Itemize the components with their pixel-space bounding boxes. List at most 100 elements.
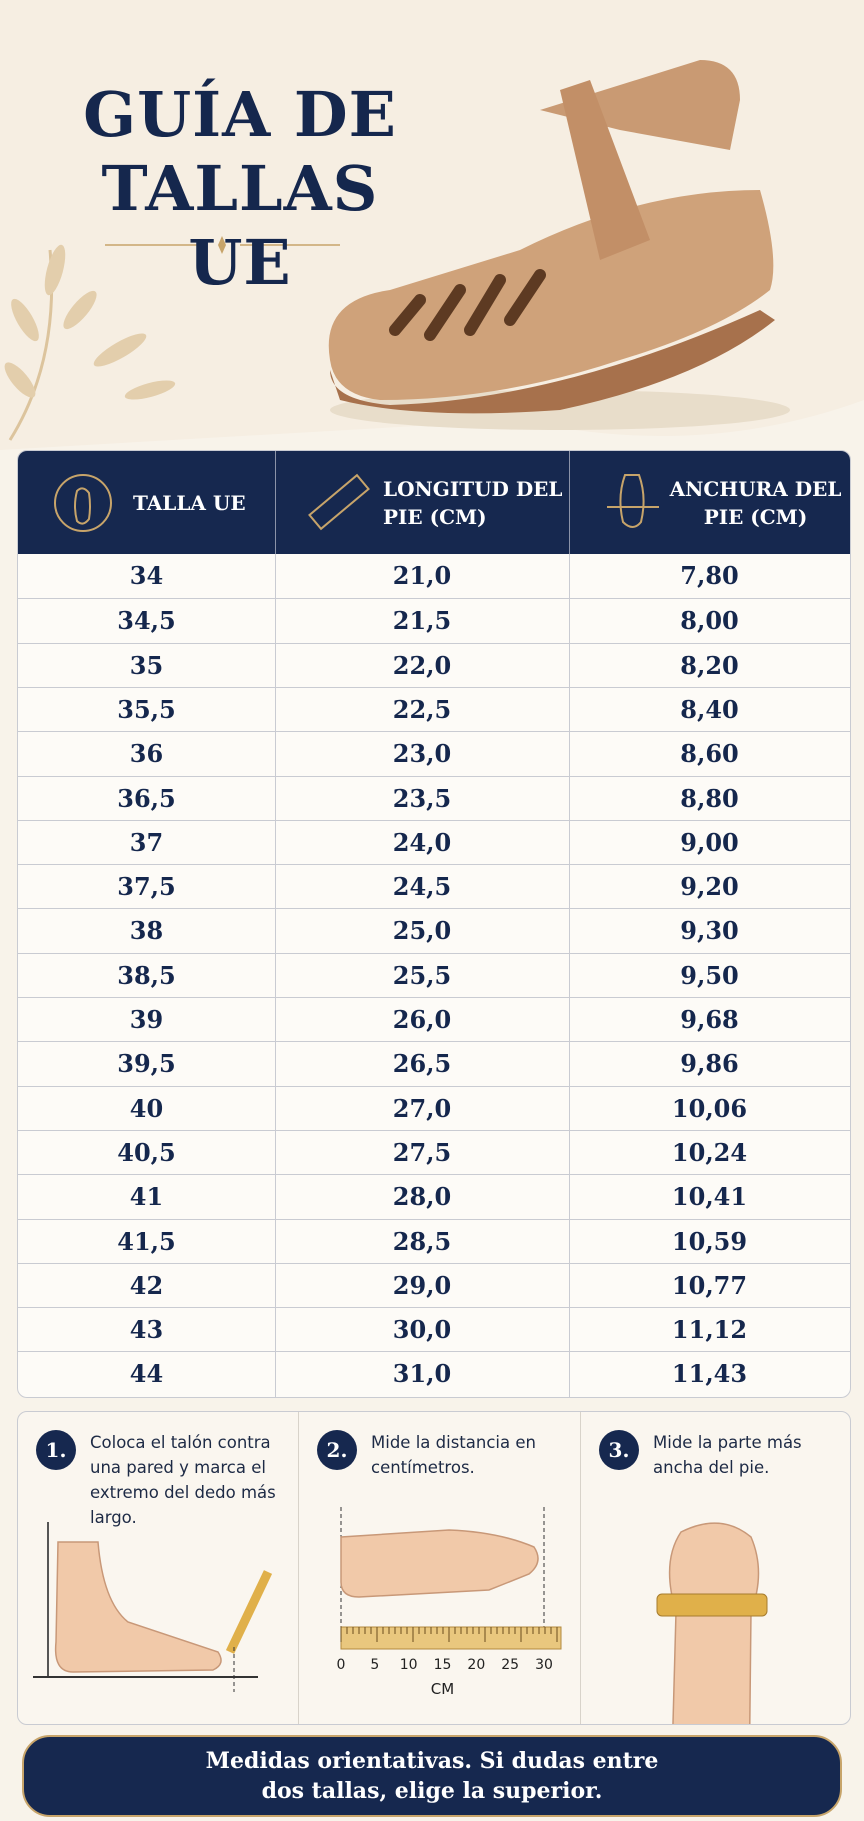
column-separator — [275, 820, 276, 866]
table-cell: 39,5 — [117, 1049, 176, 1079]
title: GUÍA DE TALLAS UE — [40, 78, 440, 300]
table-cell: 28,0 — [392, 1182, 452, 1212]
column-separator — [569, 1219, 570, 1264]
width-illustration — [656, 1522, 768, 1724]
table-row: 38 25,0 9,30 — [18, 908, 850, 954]
column-separator — [275, 776, 276, 821]
column-separator — [275, 599, 276, 644]
table-cell: 11,12 — [671, 1315, 748, 1345]
table-row: 35,5 22,5 8,40 — [18, 686, 850, 733]
table-cell: 9,86 — [680, 1049, 739, 1079]
column-separator — [275, 687, 276, 733]
table-cell: 43 — [129, 1315, 164, 1345]
table-cell: 41,5 — [117, 1226, 176, 1256]
table-cell: 39 — [129, 1005, 164, 1034]
table-cell: 40 — [129, 1093, 164, 1123]
table-cell: 40,5 — [117, 1137, 176, 1167]
foot-illustration — [33, 1522, 273, 1692]
table-cell: 9,50 — [680, 960, 739, 990]
table-cell: 27,5 — [392, 1137, 452, 1167]
table-cell: 9,30 — [680, 916, 739, 946]
column-header: ANCHURA DEL PIE (CM) — [669, 476, 842, 529]
column-separator — [569, 554, 570, 599]
table-cell: 22,0 — [392, 650, 452, 680]
table-cell: 24,0 — [392, 827, 452, 857]
column-separator — [275, 1352, 276, 1397]
table-cell: 8,40 — [680, 694, 739, 724]
table-cell: 35,5 — [117, 694, 176, 724]
table-cell: 37 — [129, 827, 164, 857]
table-row: 35 22,0 8,20 — [18, 642, 850, 688]
column-separator — [569, 953, 570, 998]
column-separator — [569, 687, 570, 733]
table-row: 36,5 23,5 8,80 — [18, 775, 850, 821]
table-cell: 21,5 — [392, 606, 452, 636]
table-cell: 10,24 — [671, 1137, 748, 1167]
column-header: LONGITUD DEL PIE (CM) — [383, 476, 563, 529]
step-number: 3. — [599, 1430, 639, 1470]
steps: 1. Coloca el talón contra una pared y ma… — [17, 1411, 851, 1725]
column-separator — [275, 554, 276, 599]
ruler-label: 5 — [370, 1657, 379, 1673]
table-cell: 23,5 — [392, 783, 452, 813]
column-separator — [275, 1219, 276, 1264]
column-separator — [275, 1263, 276, 1309]
step-text: Coloca el talón contra una pared y marca… — [90, 1433, 276, 1527]
column-separator — [569, 909, 570, 954]
ruler-label: 25 — [501, 1657, 519, 1673]
column-separator — [275, 643, 276, 688]
title-line: GUÍA DE — [83, 78, 397, 151]
column-separator — [569, 732, 570, 777]
table-cell: 24,5 — [392, 872, 452, 902]
size-table: TALLA UE LONGITUD DEL PIE (CM) ANCHURA D… — [17, 450, 851, 1398]
column-separator — [569, 1263, 570, 1309]
ruler-icon — [308, 473, 370, 531]
ruler-label: 10 — [400, 1657, 418, 1673]
column-separator — [275, 1308, 276, 1353]
table-row: 37,5 24,5 9,20 — [18, 864, 850, 910]
table-cell: 26,5 — [392, 1049, 452, 1079]
table-cell: 36 — [129, 739, 164, 769]
table-cell: 25,5 — [392, 960, 452, 990]
table-cell: 38 — [129, 916, 164, 946]
table-cell: 34 — [129, 561, 164, 590]
table-row: 40,5 27,5 10,24 — [18, 1129, 850, 1176]
step-text: Mide la distancia en centímetros. — [371, 1433, 536, 1477]
table-cell: 44 — [129, 1359, 164, 1389]
column-separator — [569, 1352, 570, 1397]
table-cell: 21,0 — [392, 561, 452, 590]
column-separator — [275, 909, 276, 954]
table-row: 34 21,0 7,80 — [18, 554, 850, 599]
column-separator — [275, 998, 276, 1043]
table-cell: 10,59 — [671, 1226, 748, 1256]
table-cell: 38,5 — [117, 960, 176, 990]
step: 3. Mide la parte más ancha del pie. — [580, 1412, 850, 1724]
table-cell: 28,5 — [392, 1226, 452, 1256]
table-row: 43 30,0 11,12 — [18, 1307, 850, 1353]
ruler-illustration: 0 5 10 15 20 25 30 CM — [337, 1507, 562, 1698]
column-separator — [569, 776, 570, 821]
column-separator — [275, 1086, 276, 1131]
table-cell: 41 — [129, 1182, 164, 1212]
table-row: 41,5 28,5 10,59 — [18, 1218, 850, 1264]
column-separator — [569, 865, 570, 910]
ruler-label: 0 — [337, 1657, 346, 1673]
column-separator — [569, 1175, 570, 1220]
column-separator — [275, 1175, 276, 1220]
ruler-label: 30 — [535, 1657, 553, 1673]
table-cell: 9,20 — [680, 872, 739, 902]
column-separator — [569, 1130, 570, 1176]
table-cell: 22,5 — [392, 694, 452, 724]
column-separator — [569, 643, 570, 688]
column-separator — [275, 1042, 276, 1087]
width-icon — [607, 474, 659, 528]
table-cell: 37,5 — [117, 872, 176, 902]
table-cell: 8,00 — [680, 606, 739, 636]
table-row: 39 26,0 9,68 — [18, 997, 850, 1043]
table-row: 36 23,0 8,60 — [18, 731, 850, 777]
table-cell: 35 — [129, 650, 164, 680]
ruler-unit: CM — [431, 1680, 454, 1698]
table-cell: 10,06 — [671, 1093, 748, 1123]
ruler-label: 15 — [434, 1657, 452, 1673]
